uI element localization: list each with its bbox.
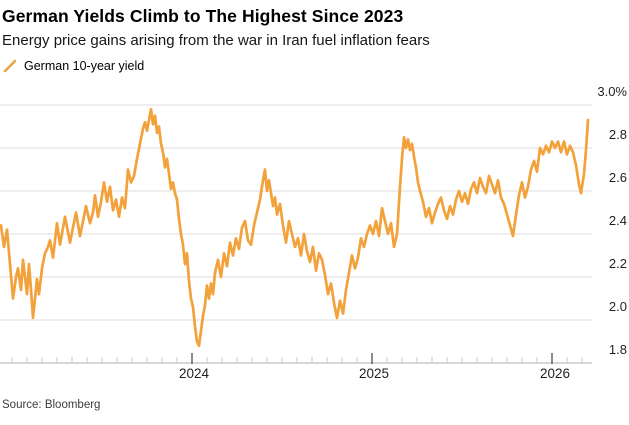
y-axis-label-2.8: 2.8 <box>608 127 627 142</box>
chart-subtitle: Energy price gains arising from the war … <box>2 32 430 49</box>
y-axis-label-1.8: 1.8 <box>608 342 627 357</box>
y-axis-label-2.0: 2.0 <box>608 299 627 314</box>
legend-slash-icon <box>3 59 17 73</box>
x-axis-label-2026: 2026 <box>539 366 571 381</box>
y-axis-label-2.6: 2.6 <box>608 170 627 185</box>
x-axis-label-2024: 2024 <box>178 366 210 381</box>
y-axis-label-2.4: 2.4 <box>608 213 627 228</box>
source-attribution: Source: Bloomberg <box>2 399 101 411</box>
legend-label: German 10-year yield <box>24 59 145 73</box>
y-axis-label-3.0: 3.0% <box>597 84 627 99</box>
chart-title: German Yields Climb to The Highest Since… <box>2 6 404 26</box>
legend: German 10-year yield <box>2 57 144 75</box>
x-axis-label-2025: 2025 <box>358 366 390 381</box>
y-axis-label-2.2: 2.2 <box>608 256 627 271</box>
